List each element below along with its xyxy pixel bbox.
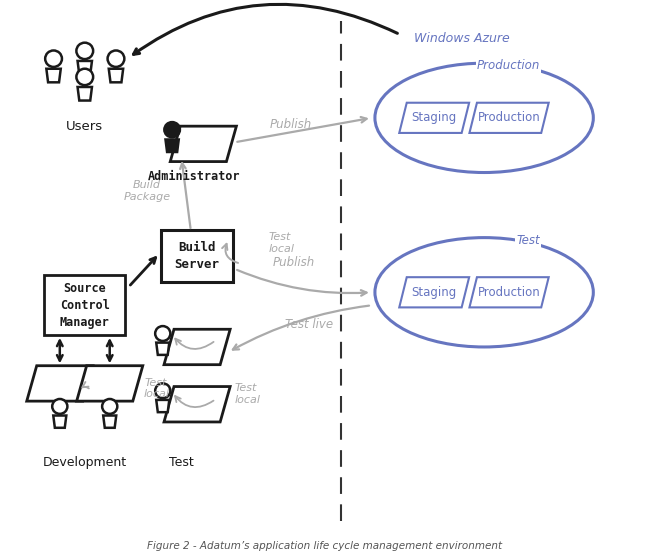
- Polygon shape: [399, 277, 469, 307]
- Polygon shape: [164, 387, 230, 422]
- Polygon shape: [156, 400, 169, 412]
- Text: Staging: Staging: [411, 286, 457, 299]
- Polygon shape: [109, 69, 123, 83]
- Text: Build
Package: Build Package: [124, 180, 171, 202]
- Polygon shape: [77, 366, 143, 401]
- Polygon shape: [469, 277, 549, 307]
- Text: Publish: Publish: [270, 118, 312, 131]
- Polygon shape: [170, 126, 237, 162]
- Bar: [161, 230, 233, 282]
- Polygon shape: [27, 366, 93, 401]
- Text: Test: Test: [517, 234, 540, 247]
- Polygon shape: [164, 329, 230, 365]
- Text: Test live: Test live: [285, 319, 333, 331]
- Polygon shape: [399, 102, 469, 133]
- Bar: [44, 275, 125, 335]
- Polygon shape: [469, 102, 549, 133]
- Text: Production: Production: [478, 286, 540, 299]
- Polygon shape: [103, 416, 116, 428]
- Ellipse shape: [102, 399, 117, 414]
- Polygon shape: [46, 69, 60, 83]
- Polygon shape: [165, 139, 179, 152]
- Text: Source
Control
Manager: Source Control Manager: [60, 282, 110, 329]
- Text: Users: Users: [66, 120, 103, 134]
- Ellipse shape: [164, 122, 180, 137]
- Text: Build
Server: Build Server: [175, 241, 220, 271]
- Ellipse shape: [76, 43, 93, 59]
- Polygon shape: [53, 416, 66, 428]
- Text: Test: Test: [169, 456, 194, 469]
- Text: Windows Azure: Windows Azure: [415, 32, 510, 45]
- Ellipse shape: [375, 63, 593, 172]
- Ellipse shape: [107, 50, 124, 67]
- Polygon shape: [156, 342, 169, 355]
- Text: Production: Production: [477, 59, 540, 72]
- Polygon shape: [77, 87, 92, 100]
- Ellipse shape: [76, 69, 93, 85]
- Text: Development: Development: [43, 456, 127, 469]
- Polygon shape: [77, 61, 92, 74]
- Text: Staging: Staging: [411, 111, 457, 124]
- Text: Test
local: Test local: [235, 383, 261, 404]
- Text: Figure 2 - Adatum’s application life cycle management environment: Figure 2 - Adatum’s application life cyc…: [148, 541, 502, 551]
- Ellipse shape: [45, 50, 62, 67]
- Text: Publish: Publish: [273, 256, 315, 269]
- Ellipse shape: [375, 238, 593, 347]
- Ellipse shape: [155, 326, 170, 341]
- Ellipse shape: [52, 399, 68, 414]
- Text: Test
local: Test local: [144, 378, 170, 399]
- Text: Test
local: Test local: [269, 232, 295, 254]
- Text: Administrator: Administrator: [148, 170, 240, 183]
- Ellipse shape: [155, 383, 170, 398]
- Text: Production: Production: [478, 111, 540, 124]
